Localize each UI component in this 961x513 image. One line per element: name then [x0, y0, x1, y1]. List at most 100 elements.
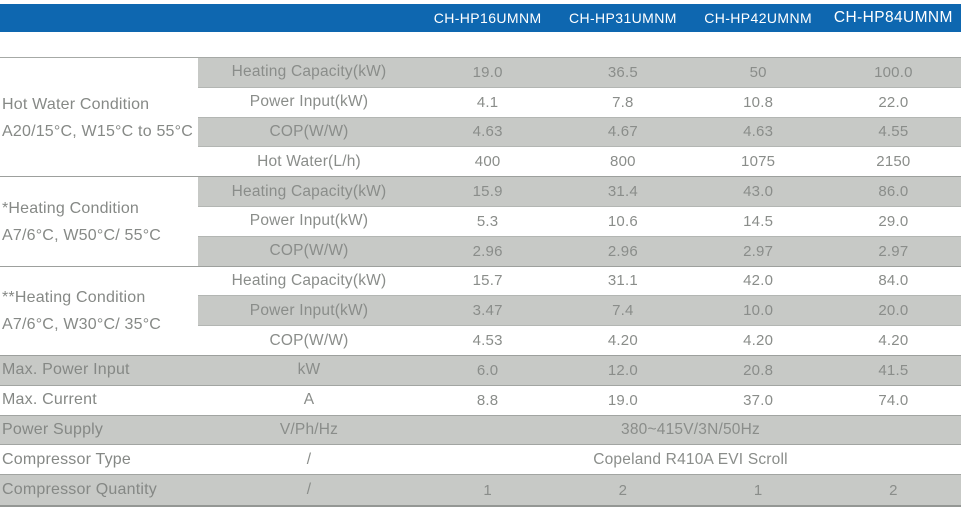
value-cell: 6.0	[476, 361, 499, 379]
row-cells: Power Input(kW) 5.3 10.6 14.5 29.0	[198, 207, 961, 237]
value-cell: 2150	[876, 153, 911, 171]
value-cell: 100.0	[874, 63, 913, 81]
condition-detail: A7/6°C, W30°C/ 35°C	[2, 316, 162, 334]
condition-label: **Heating Condition A7/6°C, W30°C/ 35°C	[0, 267, 198, 356]
value-cell: 800	[610, 153, 636, 171]
value-cell: 29.0	[878, 212, 909, 230]
value-cell: 12.0	[607, 361, 638, 379]
row-cells: COP(W/W) 4.63 4.67 4.63 4.55	[198, 117, 961, 148]
value-cell: 37.0	[743, 391, 774, 409]
value-cell: 31.1	[607, 272, 638, 290]
value-cell: 43.0	[743, 183, 774, 201]
table-row: Power Input(kW) 5.3 10.6 14.5 29.0	[0, 207, 961, 237]
row-cells: kW 6.0 12.0 20.8 41.5	[198, 356, 961, 385]
row-cells: Heating Capacity(kW) 15.9 31.4 43.0 86.0	[198, 177, 961, 207]
value-cell: 41.5	[878, 361, 909, 379]
value-cell: 5.3	[476, 212, 499, 230]
value-cell: 22.0	[878, 93, 909, 111]
row-cells: / Copeland R410A EVI Scroll	[198, 445, 961, 474]
table-row: Power Input(kW) 4.1 7.8 10.8 22.0	[0, 88, 961, 118]
table-row: Heating Capacity(kW) 19.0 36.5 50 100.0	[0, 58, 961, 88]
span-value-cell: Copeland R410A EVI Scroll	[593, 450, 788, 468]
condition-label: Hot Water Condition A20/15°C, W15°C to 5…	[0, 58, 198, 177]
row-label: Power Supply	[2, 420, 104, 438]
value-cell: 4.20	[743, 332, 774, 350]
value-cell: 4.1	[476, 93, 499, 111]
value-cell: 15.9	[472, 183, 503, 201]
value-cell: 4.55	[878, 123, 909, 141]
value-cell: 14.5	[743, 212, 774, 230]
value-cell: 4.63	[472, 123, 503, 141]
row-label: Compressor Quantity	[2, 481, 157, 499]
span-value-cell: 380~415V/3N/50Hz	[621, 420, 760, 438]
row-cells: COP(W/W) 4.53 4.20 4.20 4.20	[198, 326, 961, 355]
param-cell: Hot Water(L/h)	[257, 152, 361, 170]
row-cells: Power Input(kW) 3.47 7.4 10.0 20.0	[198, 296, 961, 327]
value-cell: 4.63	[743, 123, 774, 141]
row-cells: A 8.8 19.0 37.0 74.0	[198, 386, 961, 415]
value-cell: 1075	[741, 153, 776, 171]
value-cell: 4.20	[878, 332, 909, 350]
value-cell: 50	[749, 63, 767, 81]
value-cell: 4.20	[607, 332, 638, 350]
row-label: Max. Current	[2, 391, 97, 409]
condition-detail: A7/6°C, W50°C/ 55°C	[2, 226, 162, 244]
row-label: Compressor Type	[2, 450, 131, 468]
row-cells: Heating Capacity(kW) 19.0 36.5 50 100.0	[198, 58, 961, 88]
model-header-bar: CH-HP16UMNM CH-HP31UMNM CH-HP42UMNM CH-H…	[0, 4, 961, 32]
condition-title: **Heating Condition	[2, 289, 146, 307]
model-column-header: CH-HP42UMNM	[704, 10, 813, 26]
table-row: Compressor Type / Copeland R410A EVI Scr…	[0, 445, 961, 476]
value-cell: 84.0	[878, 272, 909, 290]
value-cell: 20.0	[878, 302, 909, 320]
value-cell: 2.96	[607, 242, 638, 260]
value-cell: 19.0	[472, 63, 503, 81]
value-cell: 4.67	[607, 123, 638, 141]
table-row: Heating Capacity(kW) 15.9 31.4 43.0 86.0	[0, 177, 961, 207]
condition-title: Hot Water Condition	[2, 95, 150, 113]
unit-cell: V/Ph/Hz	[279, 420, 339, 438]
row-cells: Power Input(kW) 4.1 7.8 10.8 22.0	[198, 88, 961, 118]
param-cell: COP(W/W)	[269, 242, 349, 260]
param-cell: Power Input(kW)	[249, 93, 369, 111]
table-row: COP(W/W) 2.96 2.96 2.97 2.97	[0, 236, 961, 267]
value-cell: 400	[474, 153, 501, 171]
model-column-header: CH-HP16UMNM	[433, 10, 542, 26]
value-cell: 2.97	[743, 242, 774, 260]
value-cell: 36.5	[607, 63, 638, 81]
unit-cell: /	[306, 481, 312, 499]
value-cell: 19.0	[607, 391, 638, 409]
row-cells: / 1 2 1 2	[198, 475, 961, 505]
value-cell: 31.4	[607, 183, 638, 201]
table-row: Heating Capacity(kW) 15.7 31.1 42.0 84.0	[0, 267, 961, 297]
header-spacer	[0, 4, 420, 32]
table-row: Power Supply V/Ph/Hz 380~415V/3N/50Hz	[0, 415, 961, 446]
unit-cell: /	[306, 450, 312, 468]
value-cell: 86.0	[878, 183, 909, 201]
row-cells: V/Ph/Hz 380~415V/3N/50Hz	[198, 416, 961, 445]
param-cell: Heating Capacity(kW)	[231, 182, 387, 200]
value-cell: 2.96	[472, 242, 503, 260]
param-cell: Power Input(kW)	[249, 212, 369, 230]
value-cell: 1	[483, 481, 492, 499]
value-cell: 3.47	[472, 302, 503, 320]
table-row: Compressor Quantity / 1 2 1 2	[0, 475, 961, 505]
param-cell: COP(W/W)	[269, 331, 349, 349]
row-label: Max. Power Input	[2, 361, 130, 379]
param-cell: Heating Capacity(kW)	[231, 271, 387, 289]
value-cell: 10.8	[743, 93, 774, 111]
table-row: Max. Power Input kW 6.0 12.0 20.8 41.5	[0, 355, 961, 386]
value-cell: 2.97	[878, 242, 909, 260]
spec-table: Heating Capacity(kW) 19.0 36.5 50 100.0 …	[0, 57, 961, 507]
value-cell: 2	[889, 481, 898, 499]
model-column-header: CH-HP84UMNM	[833, 9, 953, 26]
value-cell: 7.4	[612, 302, 634, 320]
table-row: COP(W/W) 4.63 4.67 4.63 4.55	[0, 117, 961, 148]
table-row: Power Input(kW) 3.47 7.4 10.0 20.0	[0, 296, 961, 327]
value-cell: 15.7	[472, 272, 503, 290]
table-row: COP(W/W) 4.53 4.20 4.20 4.20	[0, 326, 961, 356]
value-cell: 1	[753, 481, 763, 499]
value-cell: 8.8	[476, 391, 499, 409]
row-cells: COP(W/W) 2.96 2.96 2.97 2.97	[198, 236, 961, 266]
